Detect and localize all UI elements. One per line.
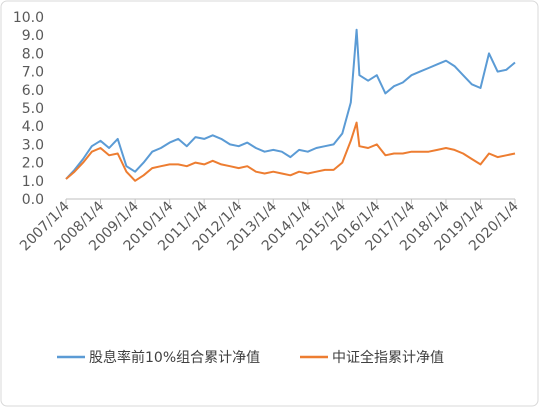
series-line bbox=[65, 121, 516, 182]
series-line bbox=[65, 28, 516, 180]
y-tick-label: 6.0 bbox=[22, 83, 44, 99]
y-tick-label: 7.0 bbox=[22, 65, 44, 81]
y-tick-label: 2.0 bbox=[22, 156, 44, 172]
legend: 股息率前10%组合累计净值 中证全指累计净值 bbox=[57, 349, 444, 366]
y-tick-label: 10.0 bbox=[13, 10, 44, 26]
y-tick-label: 1.0 bbox=[22, 174, 44, 190]
y-tick-label: 3.0 bbox=[22, 137, 44, 153]
y-tick-label: 0.0 bbox=[22, 192, 44, 208]
legend-label: 股息率前10%组合累计净值 bbox=[89, 349, 260, 366]
legend-label: 中证全指累计净值 bbox=[332, 349, 444, 366]
y-tick-label: 4.0 bbox=[22, 119, 44, 135]
y-tick-label: 8.0 bbox=[22, 46, 44, 62]
y-tick-label: 5.0 bbox=[22, 101, 44, 117]
y-tick-label: 9.0 bbox=[22, 28, 44, 44]
